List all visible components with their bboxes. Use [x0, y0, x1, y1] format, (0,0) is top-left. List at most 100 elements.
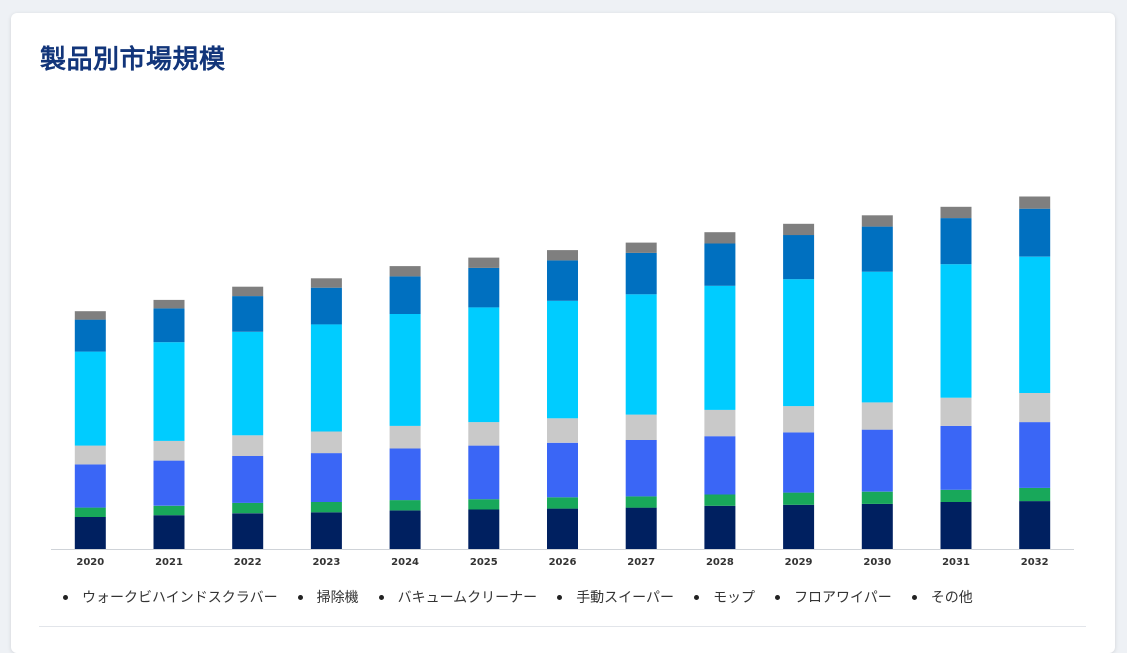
bar-segment-2023-s6	[310, 278, 342, 288]
bar-segment-2026-s2	[547, 442, 578, 498]
bar-segment-2028-s2	[704, 436, 736, 495]
bar-segment-2029-s0	[783, 504, 815, 549]
bar-segment-2022-s5	[232, 296, 264, 332]
bar-segment-2021-s0	[153, 515, 185, 549]
bar-segment-2026-s3	[547, 418, 578, 443]
bar-segment-2028-s5	[704, 243, 736, 286]
bar-segment-2027-s2	[625, 440, 657, 497]
bar-segment-2029-s2	[783, 432, 815, 493]
bar-segment-2023-s0	[310, 512, 342, 549]
bar-segment-2024-s0	[389, 510, 421, 549]
bar-segment-2021-s1	[153, 505, 185, 516]
legend-item: 手動スイーパー	[557, 587, 674, 607]
bar-segment-2031-s1	[940, 489, 972, 502]
bullet-icon	[775, 594, 781, 600]
bullet-icon	[557, 594, 563, 600]
bar-segment-2021-s2	[153, 460, 185, 506]
chart-legend: ウォークビハインドスクラバー 掃除機 バキュームクリーナー 手動スイーパー モップ フロア…	[63, 586, 993, 608]
bar-segment-2021-s4	[153, 342, 185, 441]
divider	[39, 626, 1086, 627]
bar-segment-2025-s1	[468, 499, 500, 510]
x-tick-label: 2024	[391, 557, 419, 568]
bar-segment-2031-s5	[940, 218, 972, 265]
bar-segment-2029-s3	[783, 406, 815, 433]
bullet-icon	[297, 594, 303, 600]
bar-segment-2021-s6	[153, 299, 185, 309]
bar-segment-2027-s3	[625, 414, 657, 440]
page-title: 製品別市場規模	[40, 45, 226, 75]
bullet-icon	[694, 594, 700, 600]
bar-segment-2031-s0	[940, 502, 972, 549]
bar-segment-2027-s6	[625, 242, 657, 253]
chart-card: 製品別市場規模 2020 2021 2022 2023 2024 2025 2026 2027…	[11, 13, 1115, 653]
bar-segment-2029-s6	[783, 223, 815, 236]
bar-segment-2026-s5	[547, 260, 578, 301]
bar-segment-2023-s2	[310, 453, 342, 502]
bullet-icon	[911, 594, 917, 600]
bar-segment-2024-s6	[389, 266, 421, 277]
bar-segment-2030-s0	[861, 503, 893, 549]
bar-segment-2022-s1	[232, 502, 264, 514]
legend-label: 手動スイーパー	[576, 590, 675, 606]
bar-segment-2026-s6	[547, 250, 578, 261]
legend-item: バキュームクリーナー	[378, 587, 537, 607]
bar-segment-2031-s4	[940, 264, 972, 398]
bar-segment-2025-s0	[468, 509, 500, 549]
x-tick-label: 2031	[942, 557, 970, 568]
bar-segment-2032-s6	[1019, 196, 1051, 209]
bar-segment-2023-s3	[310, 431, 342, 454]
x-tick-label: 2026	[549, 557, 577, 568]
bar-segment-2024-s4	[389, 314, 421, 426]
legend-label: フロアワイパー	[794, 590, 892, 606]
legend-item: フロアワイパー	[775, 587, 892, 607]
bar-segment-2028-s6	[704, 232, 736, 244]
bar-segment-2026-s0	[547, 508, 578, 549]
bullet-icon	[63, 594, 68, 600]
bar-segment-2031-s3	[940, 397, 972, 426]
bar-segment-2027-s1	[625, 496, 657, 508]
bar-segment-2030-s1	[861, 491, 893, 504]
bar-segment-2031-s2	[940, 425, 972, 490]
legend-item: 掃除機	[297, 587, 359, 607]
bar-segment-2030-s4	[861, 271, 893, 403]
bar-segment-2027-s4	[625, 294, 657, 415]
bar-segment-2027-s0	[625, 507, 657, 549]
bar-segment-2028-s3	[704, 409, 736, 437]
bar-segment-2020-s0	[74, 517, 106, 549]
bar-segment-2030-s2	[861, 429, 893, 492]
bar-segment-2032-s0	[1019, 501, 1051, 549]
bar-segment-2020-s5	[74, 319, 106, 352]
x-tick-label: 2027	[627, 557, 655, 568]
x-tick-label: 2023	[312, 557, 340, 568]
bar-segment-2029-s5	[783, 235, 815, 280]
legend-label: ウォークビハインドスクラバー	[82, 590, 278, 606]
bar-segment-2028-s4	[704, 285, 736, 410]
x-tick-label: 2022	[234, 557, 262, 568]
stacked-bar-chart: 2020 2021 2022 2023 2024 2025 2026 2027 2028 2029…	[51, 196, 1074, 568]
bar-segment-2024-s5	[389, 276, 421, 314]
x-tick-label: 2025	[470, 557, 498, 568]
bar-segment-2023-s5	[310, 287, 342, 325]
bar-segment-2032-s2	[1019, 422, 1051, 488]
x-tick-label: 2020	[76, 557, 104, 568]
bar-segment-2025-s5	[468, 267, 500, 308]
legend-item: その他	[911, 587, 973, 607]
bar-segment-2022-s3	[232, 435, 264, 456]
bar-segment-2030-s6	[861, 215, 893, 227]
bar-segment-2025-s3	[468, 422, 500, 446]
bar-segment-2032-s1	[1019, 487, 1051, 502]
bar-segment-2024-s1	[389, 500, 421, 511]
legend-item: モップ	[694, 587, 755, 607]
bar-segment-2025-s6	[468, 257, 500, 268]
bar-segment-2020-s3	[74, 445, 106, 465]
bullet-icon	[378, 594, 384, 600]
bar-segment-2024-s3	[389, 425, 421, 449]
bar-segment-2023-s4	[310, 324, 342, 432]
bar-segment-2024-s2	[389, 448, 421, 501]
bar-segment-2028-s0	[704, 505, 736, 549]
bar-segment-2020-s4	[74, 351, 106, 446]
bar-segment-2029-s1	[783, 492, 815, 505]
legend-label: モップ	[713, 590, 756, 606]
bar-segment-2020-s2	[74, 464, 106, 508]
bar-segment-2022-s4	[232, 331, 264, 436]
